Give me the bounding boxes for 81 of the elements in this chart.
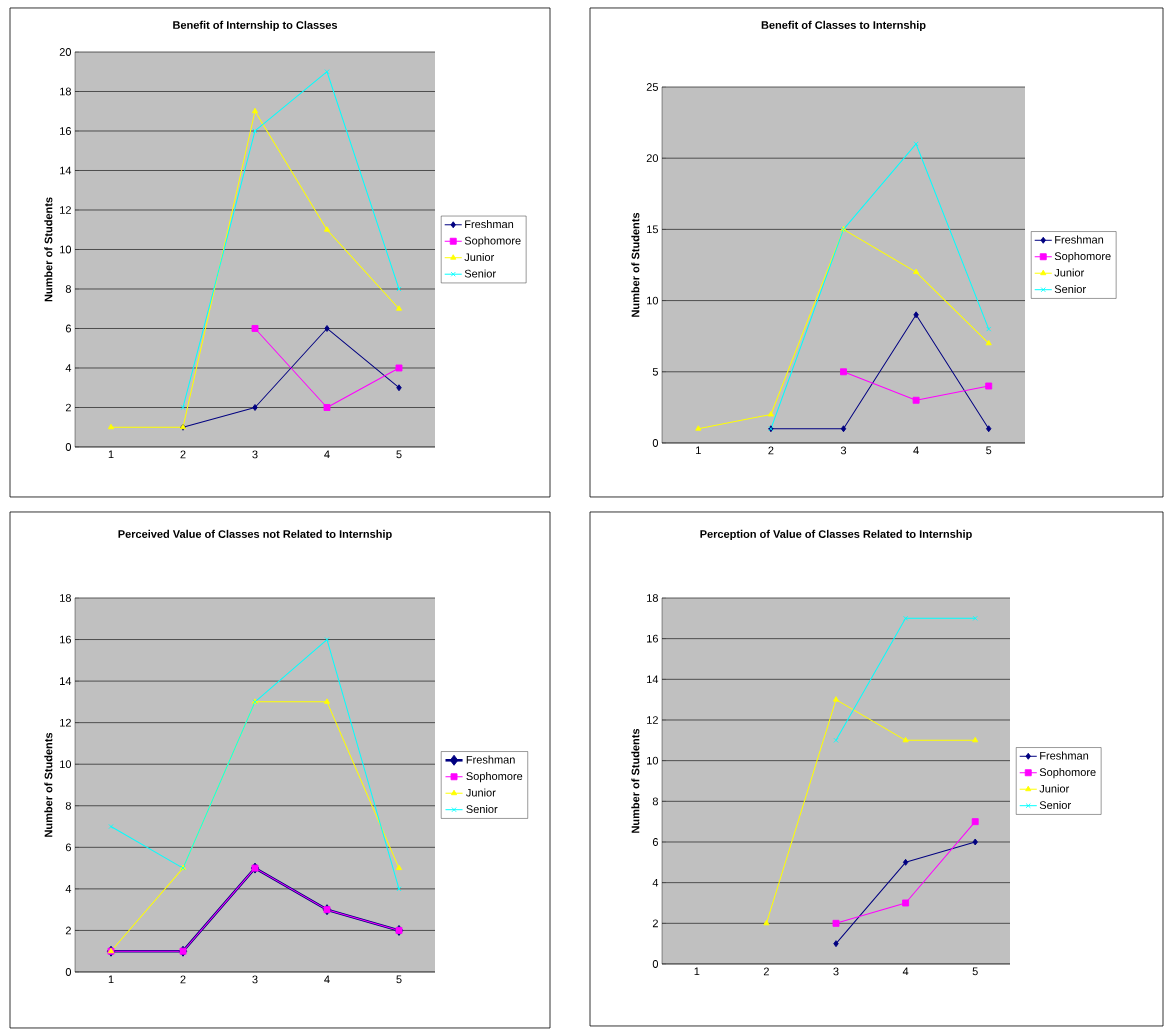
- legend-label: Senior: [1054, 284, 1086, 294]
- y-tick-label: 18: [647, 594, 658, 602]
- legend-label: Sophomore: [1039, 768, 1096, 779]
- x-tick-label: 1: [696, 446, 701, 455]
- y-tick-label: 16: [60, 127, 71, 135]
- x-tick-label: 2: [768, 446, 774, 455]
- y-tick-label: 14: [60, 166, 72, 175]
- y-tick-label: 25: [646, 83, 658, 91]
- x-tick-label: 3: [833, 967, 839, 976]
- y-tick-label: 6: [652, 838, 658, 846]
- x-tick-label: 4: [902, 967, 909, 976]
- x-tick-label: 1: [108, 975, 114, 984]
- y-tick-label: 14: [647, 675, 659, 684]
- legend-label: Sophomore: [466, 772, 523, 783]
- legend-label: Freshman: [465, 220, 514, 229]
- x-tick-label: 3: [252, 450, 258, 459]
- y-tick-label: 2: [65, 926, 71, 935]
- y-tick-label: 12: [60, 718, 71, 727]
- legend-label: Freshman: [1040, 751, 1089, 760]
- y-tick-label: 18: [60, 594, 71, 602]
- y-tick-label: 10: [60, 245, 72, 254]
- x-tick-label: 1: [108, 450, 114, 459]
- y-tick-label: 15: [647, 225, 658, 234]
- x-tick-label: 4: [324, 450, 330, 459]
- legend-label: Junior: [464, 252, 495, 262]
- legend-label: Sophomore: [464, 236, 521, 247]
- y-tick-label: 6: [65, 843, 71, 852]
- y-tick-label: 10: [647, 756, 659, 765]
- x-tick-label: 2: [763, 967, 769, 976]
- y-tick-label: 2: [65, 403, 71, 412]
- y-tick-label: 14: [60, 677, 72, 685]
- y-tick-label: 0: [65, 968, 72, 976]
- y-tick-label: 16: [647, 634, 658, 643]
- y-tick-label: 5: [652, 367, 658, 376]
- y-tick-label: 0: [652, 439, 659, 447]
- legend-label: Freshman: [1055, 235, 1104, 244]
- legend-label: Freshman: [466, 755, 515, 764]
- legend-label: Senior: [466, 804, 498, 814]
- x-tick-label: 1: [694, 967, 700, 976]
- x-tick-label: 3: [252, 975, 258, 984]
- chart-title: Perceived Value of Classes not Related to Internship: [118, 529, 392, 541]
- legend-label: Junior: [1039, 784, 1070, 793]
- y-tick-label: 16: [60, 635, 71, 644]
- x-tick-label: 5: [986, 446, 992, 455]
- y-tick-label: 20: [646, 154, 659, 163]
- legend-label: Junior: [1054, 268, 1085, 277]
- x-tick-label: 5: [396, 975, 402, 984]
- x-tick-label: 5: [396, 450, 402, 459]
- chart-title: Benefit of Classes to Internship: [761, 20, 926, 32]
- x-tick-label: 4: [324, 975, 330, 984]
- legend-label: Senior: [464, 269, 496, 278]
- y-tick-label: 2: [652, 919, 658, 928]
- y-tick-label: 8: [65, 801, 71, 810]
- chart-title: Benefit of Internship to Classes: [173, 20, 338, 32]
- y-tick-label: 8: [652, 797, 658, 806]
- y-tick-label: 4: [652, 878, 659, 887]
- y-tick-label: 20: [59, 48, 72, 56]
- legend-label: Senior: [1039, 800, 1071, 810]
- y-axis-title: Number of Students: [44, 197, 53, 302]
- x-tick-label: 3: [840, 446, 847, 455]
- x-tick-label: 2: [180, 450, 186, 459]
- y-tick-label: 10: [60, 760, 72, 769]
- y-axis-title: Number of Students: [631, 212, 640, 317]
- legend-label: Junior: [466, 788, 496, 797]
- y-axis-title: Number of Students: [631, 728, 640, 833]
- x-tick-label: 5: [972, 967, 978, 976]
- y-tick-label: 6: [65, 324, 71, 333]
- y-axis-title: Number of Students: [44, 732, 53, 837]
- y-tick-label: 0: [65, 443, 72, 451]
- legend-label: Sophomore: [1054, 252, 1111, 263]
- y-tick-label: 12: [647, 716, 658, 724]
- y-tick-label: 18: [60, 87, 71, 96]
- y-tick-label: 12: [60, 206, 71, 214]
- x-tick-label: 2: [180, 975, 186, 984]
- chart-title: Perception of Value of Classes Related to Internship: [700, 529, 972, 541]
- y-tick-label: 8: [65, 285, 71, 293]
- x-tick-label: 4: [913, 446, 919, 455]
- y-tick-label: 4: [65, 885, 72, 893]
- y-tick-label: 4: [65, 364, 72, 372]
- y-tick-label: 10: [647, 296, 659, 305]
- y-tick-label: 0: [652, 960, 659, 968]
